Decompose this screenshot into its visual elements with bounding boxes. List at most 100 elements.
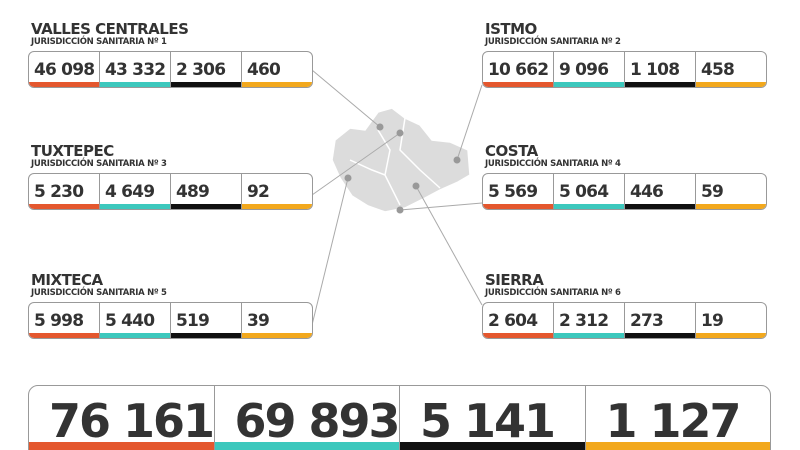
color-bar — [242, 82, 312, 87]
value: 43 332 — [105, 59, 166, 80]
region-name: VALLES CENTRALES — [31, 20, 189, 38]
color-bar — [483, 333, 553, 338]
total-value: 1 127 — [605, 394, 742, 448]
region-box: 10 662 9 096 1 108 458 — [482, 51, 767, 88]
color-bar — [100, 82, 170, 87]
region-subtitle: JURISDICCIÓN SANITARIA Nº 3 — [31, 159, 167, 169]
region-name: COSTA — [485, 142, 538, 160]
value: 2 604 — [488, 310, 538, 331]
value: 2 312 — [559, 310, 609, 331]
value-cell: 4 649 — [100, 174, 171, 209]
value-cell: 1 108 — [625, 52, 696, 87]
total-cell: 69 893 — [214, 386, 401, 450]
region-box: 2 604 2 312 273 19 — [482, 302, 767, 339]
value-cell: 92 — [242, 174, 312, 209]
color-bar — [242, 204, 312, 209]
color-bar — [400, 442, 585, 450]
value: 59 — [701, 181, 724, 202]
region-subtitle: JURISDICCIÓN SANITARIA Nº 5 — [31, 288, 167, 298]
value-cell: 5 569 — [483, 174, 554, 209]
value-cell: 46 098 — [29, 52, 100, 87]
value-cell: 446 — [625, 174, 696, 209]
value-cell: 5 440 — [100, 303, 171, 338]
value: 4 649 — [105, 181, 155, 202]
value: 92 — [247, 181, 270, 202]
oaxaca-map — [331, 107, 471, 213]
region-subtitle: JURISDICCIÓN SANITARIA Nº 6 — [485, 288, 621, 298]
color-bar — [483, 204, 553, 209]
total-value: 5 141 — [420, 394, 556, 448]
color-bar — [483, 82, 553, 87]
value-cell: 2 312 — [554, 303, 625, 338]
color-bar — [214, 442, 399, 450]
value-cell: 43 332 — [100, 52, 171, 87]
total-cell: 5 141 — [400, 386, 586, 450]
color-bar — [696, 204, 766, 209]
total-cell: 76 161 — [29, 386, 215, 450]
region-name: TUXTEPEC — [31, 142, 114, 160]
color-bar — [554, 333, 624, 338]
value-cell: 460 — [242, 52, 312, 87]
region-name: ISTMO — [485, 20, 537, 38]
value: 46 098 — [34, 59, 95, 80]
region-box: 5 569 5 064 446 59 — [482, 173, 767, 210]
value: 2 306 — [176, 59, 226, 80]
value: 5 998 — [34, 310, 84, 331]
value-cell: 39 — [242, 303, 312, 338]
value: 5 569 — [488, 181, 538, 202]
value-cell: 273 — [625, 303, 696, 338]
color-bar — [696, 82, 766, 87]
value: 9 096 — [559, 59, 609, 80]
color-bar — [242, 333, 312, 338]
region-subtitle: JURISDICCIÓN SANITARIA Nº 2 — [485, 37, 621, 47]
color-bar — [100, 333, 170, 338]
total-value: 76 161 — [49, 394, 215, 448]
region-subtitle: JURISDICCIÓN SANITARIA Nº 1 — [31, 37, 167, 47]
color-bar — [100, 204, 170, 209]
value: 446 — [630, 181, 664, 202]
value-cell: 59 — [696, 174, 766, 209]
region-box: 46 098 43 332 2 306 460 — [28, 51, 313, 88]
color-bar — [554, 82, 624, 87]
leader-lines — [311, 69, 483, 326]
color-bar — [554, 204, 624, 209]
color-bar — [171, 82, 241, 87]
color-bar — [29, 333, 99, 338]
color-bar — [171, 204, 241, 209]
color-bar — [29, 204, 99, 209]
value-cell: 2 604 — [483, 303, 554, 338]
value: 273 — [630, 310, 664, 331]
value: 19 — [701, 310, 724, 331]
value: 489 — [176, 181, 210, 202]
region-name: MIXTECA — [31, 271, 103, 289]
color-bar — [625, 82, 695, 87]
value: 5 064 — [559, 181, 609, 202]
value-cell: 458 — [696, 52, 766, 87]
color-bar — [29, 82, 99, 87]
value: 5 440 — [105, 310, 155, 331]
region-name: SIERRA — [485, 271, 544, 289]
color-bar — [585, 442, 770, 450]
value: 1 108 — [630, 59, 680, 80]
total-value: 69 893 — [234, 394, 401, 448]
value-cell: 5 230 — [29, 174, 100, 209]
value-cell: 5 998 — [29, 303, 100, 338]
value-cell: 2 306 — [171, 52, 242, 87]
color-bar — [696, 333, 766, 338]
value: 460 — [247, 59, 281, 80]
value-cell: 10 662 — [483, 52, 554, 87]
value-cell: 5 064 — [554, 174, 625, 209]
value-cell: 489 — [171, 174, 242, 209]
value: 458 — [701, 59, 735, 80]
totals-box: 76 161 69 893 5 141 1 127 — [28, 385, 771, 450]
value-cell: 19 — [696, 303, 766, 338]
color-bar — [29, 442, 214, 450]
value-cell: 519 — [171, 303, 242, 338]
map-dots — [344, 123, 461, 214]
color-bar — [625, 204, 695, 209]
value: 519 — [176, 310, 210, 331]
total-cell: 1 127 — [585, 386, 770, 450]
value: 39 — [247, 310, 270, 331]
value: 5 230 — [34, 181, 84, 202]
